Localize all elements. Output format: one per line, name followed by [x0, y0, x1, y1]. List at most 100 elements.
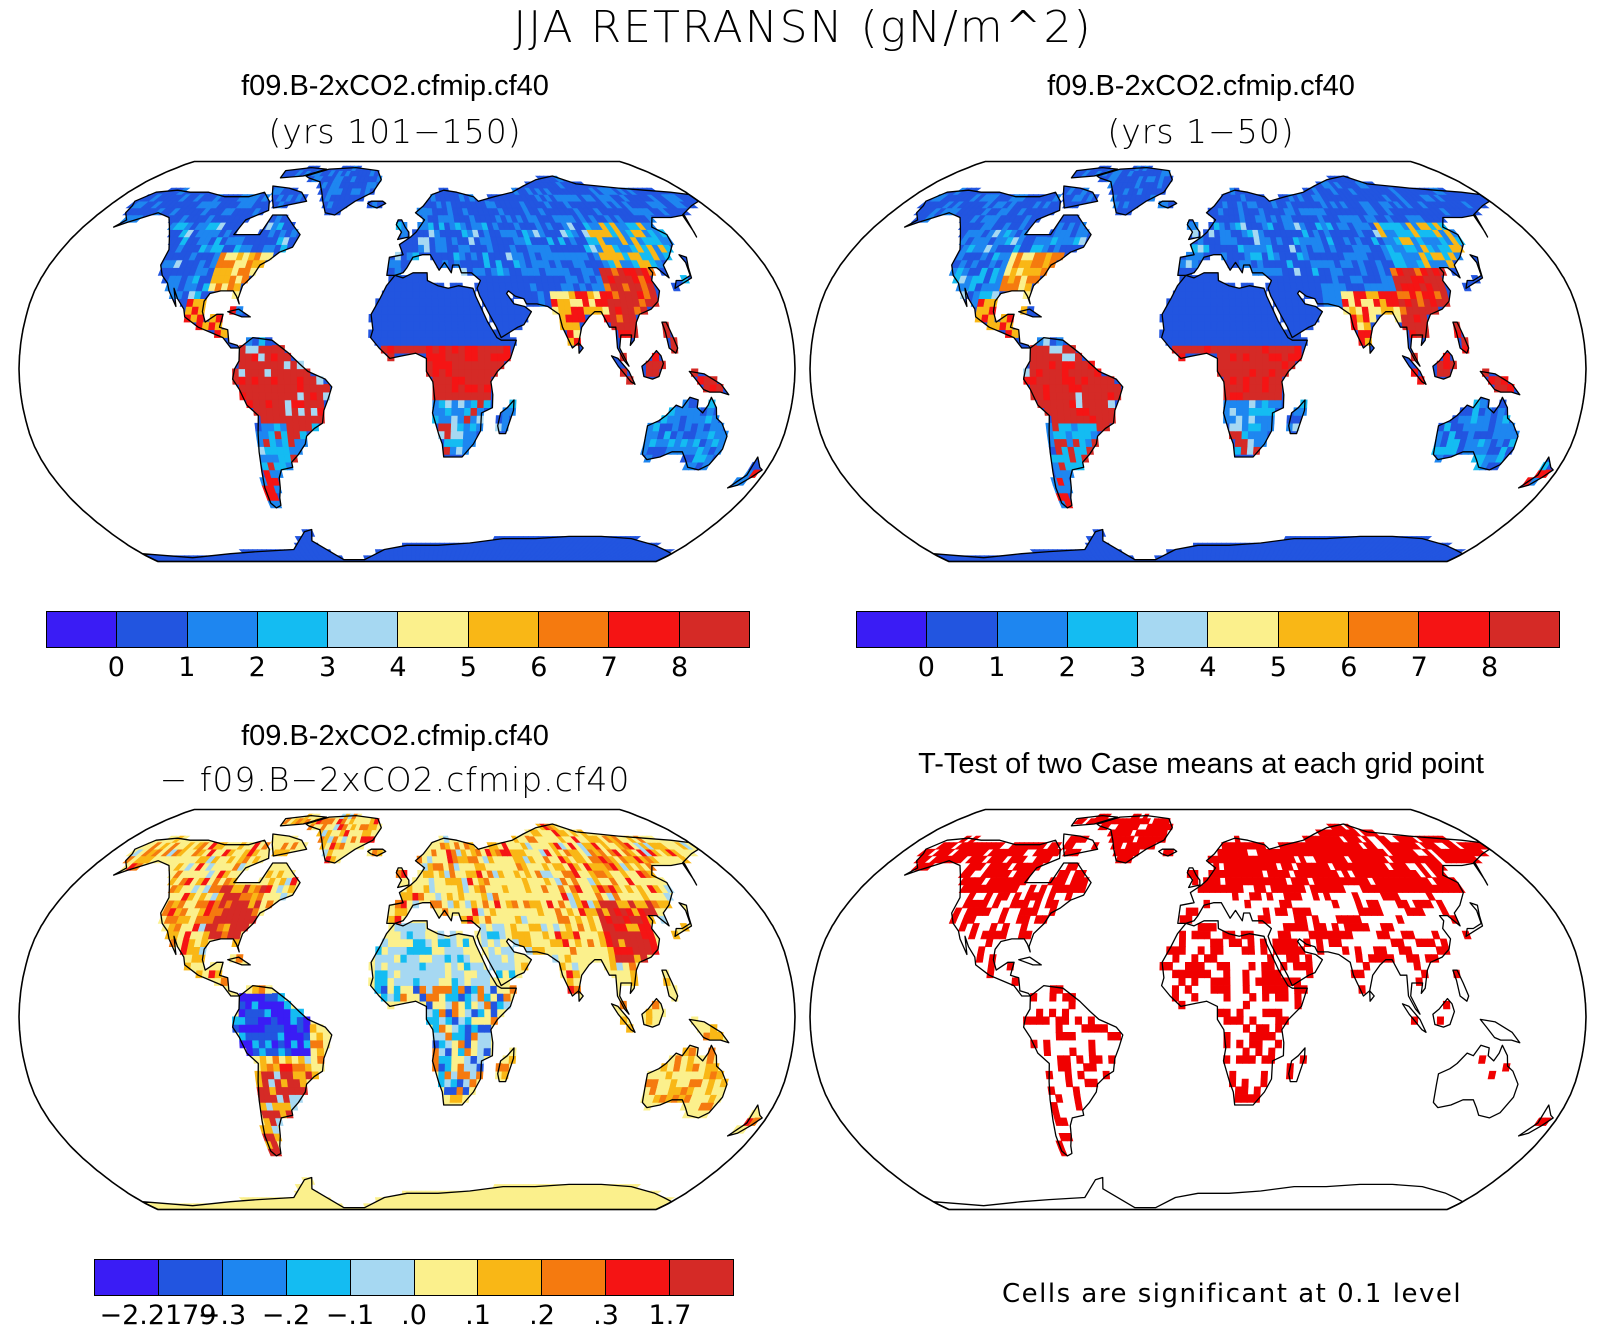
grid-cell: [471, 1000, 479, 1010]
grid-cell: [208, 321, 217, 331]
grid-cell: [1049, 384, 1057, 393]
grid-cell: [438, 1008, 447, 1018]
coastlines: [903, 166, 1554, 563]
grid-cell: [1223, 352, 1231, 362]
grid-cell: [1116, 549, 1125, 557]
grid-cell: [1063, 407, 1071, 416]
grid-cell: [445, 329, 453, 338]
grid-cell: [425, 306, 433, 315]
grid-cell: [284, 1047, 293, 1056]
grid-cell: [481, 290, 489, 299]
grid-cell: [652, 360, 660, 370]
grid-cell: [400, 977, 408, 986]
grid-cell: [1068, 352, 1076, 362]
grid-cell: [501, 1063, 510, 1072]
grid-cell: [310, 1055, 319, 1064]
grid-cell: [445, 1039, 453, 1049]
grid-cell: [1242, 391, 1250, 401]
grid-cell: [1281, 337, 1289, 346]
grid-cell: [413, 321, 421, 331]
grid-cell: [651, 352, 660, 362]
grid-cell: [422, 229, 430, 238]
grid-cell: [251, 368, 259, 377]
grid-cell: [438, 969, 446, 979]
grid-cell: [1197, 542, 1204, 550]
grid-cell: [1197, 549, 1203, 557]
grid-cell: [458, 1032, 466, 1041]
grid-cell: [1222, 298, 1230, 307]
grid-cell: [258, 376, 266, 385]
grid-cell: [412, 962, 421, 971]
grid-cell: [431, 306, 440, 315]
grid-cell: [274, 1078, 283, 1088]
grid-cell: [483, 399, 491, 408]
grid-cell: [1042, 352, 1050, 362]
grid-cell: [393, 954, 402, 963]
grid-cell: [304, 415, 313, 424]
grid-cell: [1235, 306, 1243, 315]
grid-cell: [445, 1000, 453, 1010]
grid-cell: [388, 549, 395, 557]
grid-cell: [277, 1032, 285, 1041]
grid-cell: [471, 376, 479, 385]
grid-cell: [490, 1000, 498, 1010]
grid-cell: [1087, 384, 1096, 393]
grid-cell: [470, 969, 478, 979]
grid-cell: [1253, 430, 1262, 440]
grid-cell: [445, 1016, 453, 1025]
grid-cell: [423, 236, 431, 245]
grid-cell: [1036, 391, 1045, 401]
grid-cell: [406, 314, 414, 323]
grid-cell: [279, 415, 287, 424]
grid-cell: [1095, 407, 1103, 416]
grid-cell: [1055, 345, 1064, 354]
grid-cell: [264, 384, 273, 393]
grid-cell: [477, 1016, 485, 1025]
grid-cell: [1249, 376, 1257, 385]
grid-cell: [412, 306, 421, 315]
grid-cell: [1229, 329, 1237, 338]
grid-cell: [1287, 352, 1296, 362]
grid-cell: [1229, 337, 1237, 346]
grid-cell: [1236, 384, 1244, 393]
grid-cell: [267, 422, 275, 432]
grid-cell: [1172, 298, 1180, 307]
grid-cell: [1443, 368, 1451, 377]
grid-cell: [325, 549, 334, 557]
grid-cell: [658, 1197, 676, 1205]
panel-3-subtitle: − f09.B−2xCO2.cfmip.cf40: [159, 760, 631, 799]
grid-cell: [290, 391, 299, 401]
grid-cell: [393, 549, 399, 557]
grid-cell: [1229, 321, 1237, 331]
grid-cell: [397, 1197, 403, 1205]
grid-cell: [1260, 306, 1269, 315]
grid-cell: [577, 962, 586, 971]
grid-cell: [297, 1047, 305, 1056]
grid-cell: [277, 384, 285, 393]
grid-cell: [464, 399, 472, 408]
grid-cell: [393, 321, 401, 331]
grid-cell: [406, 244, 414, 253]
grid-cell: [1051, 194, 1063, 202]
grid-cell: [1179, 549, 1186, 557]
grid-cell: [1188, 549, 1194, 557]
grid-cell: [1063, 415, 1072, 424]
grid-cell: [464, 985, 472, 994]
grid-cell: [451, 993, 459, 1002]
grid-cell: [238, 360, 246, 370]
grid-cell: [381, 298, 389, 307]
grid-cell: [1056, 407, 1065, 416]
grid-cell: [1094, 399, 1103, 408]
grid-cell: [438, 962, 446, 971]
grid-cell: [455, 282, 464, 292]
grid-cell: [457, 415, 465, 424]
grid-cell: [456, 438, 464, 447]
grid-cell: [1082, 415, 1091, 424]
grid-cell: [458, 345, 466, 354]
grid-cell: [1203, 290, 1211, 299]
landmass-southAmerica: [1022, 336, 1124, 509]
grid-cell: [464, 977, 472, 986]
grid-cell: [412, 244, 419, 253]
grid-cell: [374, 329, 382, 338]
grid-cell: [451, 329, 459, 338]
